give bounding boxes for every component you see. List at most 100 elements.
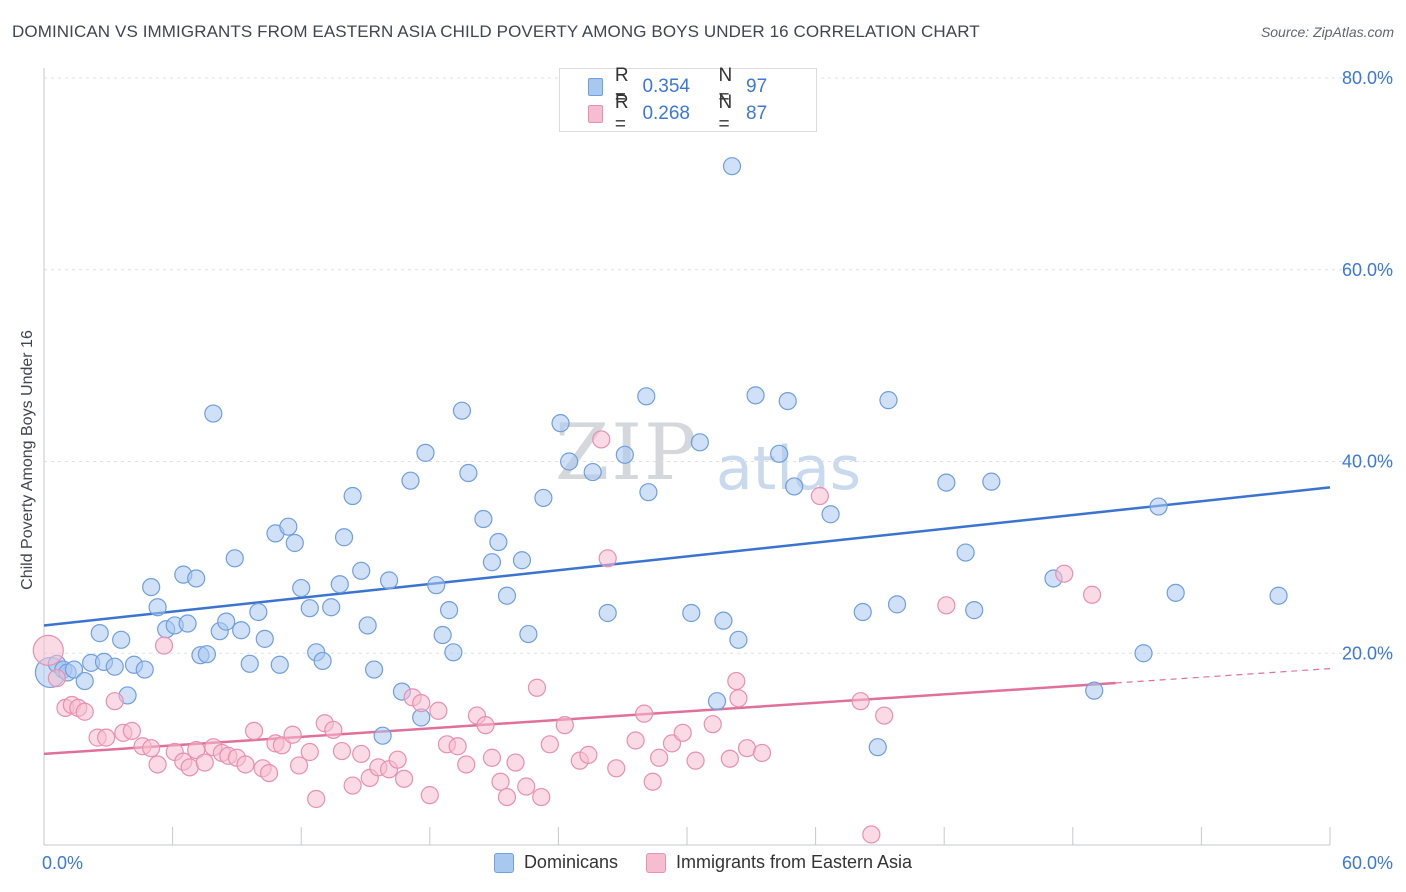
data-point-eastern-asia (727, 671, 746, 691)
data-point-dominicans (270, 655, 289, 674)
data-point-eastern-asia (259, 763, 279, 783)
data-point-dominicans (279, 517, 298, 536)
data-point-dominicans (322, 598, 341, 617)
data-point-eastern-asia (626, 731, 645, 750)
data-point-dominicans (142, 577, 161, 597)
data-point-dominicans (1166, 583, 1185, 602)
legend-swatch-eastern-asia (645, 852, 666, 873)
data-point-eastern-asia (412, 694, 431, 713)
data-point-dominicans (682, 603, 701, 623)
legend-item-eastern-asia[interactable]: Immigrants from Eastern Asia (645, 852, 913, 873)
legend-n-value: 87 (746, 103, 768, 124)
data-point-eastern-asia (579, 745, 598, 764)
legend-label-eastern-asia: Immigrants from Eastern Asia (675, 852, 913, 872)
data-point-dominicans (853, 602, 872, 622)
data-point-eastern-asia (686, 751, 705, 770)
data-point-dominicans (379, 571, 399, 590)
data-point-dominicans (352, 561, 371, 580)
data-point-dominicans (489, 532, 508, 552)
data-point-dominicans (560, 452, 579, 471)
data-point-dominicans (330, 575, 349, 594)
data-point-eastern-asia (105, 692, 124, 711)
data-point-dominicans (714, 611, 733, 630)
data-point-eastern-asia (180, 758, 199, 777)
data-point-dominicans (112, 630, 131, 649)
data-point-eastern-asia (875, 706, 894, 725)
data-point-dominicans (225, 549, 244, 568)
data-point-eastern-asia (555, 716, 574, 735)
data-point-dominicans (313, 651, 332, 671)
data-point-eastern-asia (729, 689, 748, 708)
data-point-dominicans (240, 654, 259, 673)
data-point-dominicans (64, 660, 84, 679)
data-point-eastern-asia (148, 755, 167, 774)
legend-r-value: 0.354 (642, 76, 690, 97)
data-point-dominicans (452, 401, 472, 420)
y-tick-label: 80.0% (1342, 68, 1393, 88)
data-point-dominicans (690, 433, 709, 452)
data-point-eastern-asia (122, 721, 141, 741)
data-point-eastern-asia (195, 753, 214, 772)
data-point-eastern-asia (635, 704, 654, 723)
data-point-eastern-asia (283, 725, 302, 744)
data-point-eastern-asia (394, 769, 414, 788)
y-tick-label: 20.0% (1342, 643, 1393, 663)
data-point-dominicans (416, 443, 435, 462)
data-point-eastern-asia (703, 715, 722, 734)
data-point-dominicans (459, 463, 478, 483)
data-point-dominicans (778, 391, 797, 411)
data-point-dominicans (821, 505, 840, 524)
data-point-dominicans (217, 612, 236, 631)
data-point-dominicans (148, 598, 167, 617)
data-point-eastern-asia (420, 786, 439, 805)
data-point-dominicans (965, 601, 984, 620)
data-point-eastern-asia (527, 678, 547, 697)
legend-n-label: N = (718, 92, 733, 135)
data-point-dominicans (187, 569, 206, 588)
data-point-dominicans (135, 660, 154, 679)
data-point-dominicans (639, 483, 658, 502)
data-point-eastern-asia (154, 636, 174, 655)
data-point-dominicans (300, 599, 319, 618)
data-point-eastern-asia (598, 549, 617, 568)
data-point-eastern-asia (187, 740, 206, 760)
data-point-eastern-asia (32, 634, 64, 666)
data-point-dominicans (178, 614, 197, 633)
data-point-eastern-asia (737, 739, 757, 758)
data-point-dominicans (1149, 497, 1168, 516)
data-point-dominicans (249, 602, 268, 622)
trend-line-eastern-asia (43, 681, 1116, 756)
data-point-eastern-asia (457, 755, 476, 774)
trend-line-dominicans (43, 486, 1331, 627)
data-point-dominicans (285, 533, 304, 553)
data-point-dominicans (937, 473, 956, 492)
data-point-dominicans (598, 603, 617, 623)
data-point-dominicans (358, 616, 377, 635)
data-point-eastern-asia (720, 749, 739, 768)
data-point-dominicans (637, 387, 656, 406)
legend-swatch-dominicans (493, 852, 514, 873)
legend-r-label: R = (614, 92, 629, 135)
legend-label-dominicans: Dominicans (523, 852, 618, 872)
data-point-dominicans (887, 595, 907, 614)
data-point-eastern-asia (862, 825, 881, 844)
data-point-dominicans (982, 472, 1001, 491)
data-point-dominicans (444, 643, 463, 662)
data-point-dominicans (722, 157, 742, 176)
data-point-eastern-asia (532, 787, 551, 807)
legend-r-label: R = (614, 65, 629, 108)
data-point-dominicans (707, 692, 727, 711)
data-point-eastern-asia (244, 721, 264, 741)
data-point-dominicans (427, 576, 446, 595)
y-tick-label: 60.0% (1342, 260, 1393, 280)
legend-n-value: 97 (746, 76, 768, 97)
data-point-dominicans (255, 629, 274, 648)
data-point-eastern-asia (448, 737, 467, 756)
data-point-dominicans (868, 738, 887, 757)
data-point-dominicans (729, 630, 748, 649)
legend-item-dominicans[interactable]: Dominicans (493, 852, 618, 873)
legend-row-eastern-asia: R = 0.268 N = 87 (588, 92, 816, 135)
series-legend: Dominicans Immigrants from Eastern Asia (0, 852, 1406, 873)
trend-layer (43, 486, 1331, 756)
data-point-eastern-asia (643, 772, 662, 791)
